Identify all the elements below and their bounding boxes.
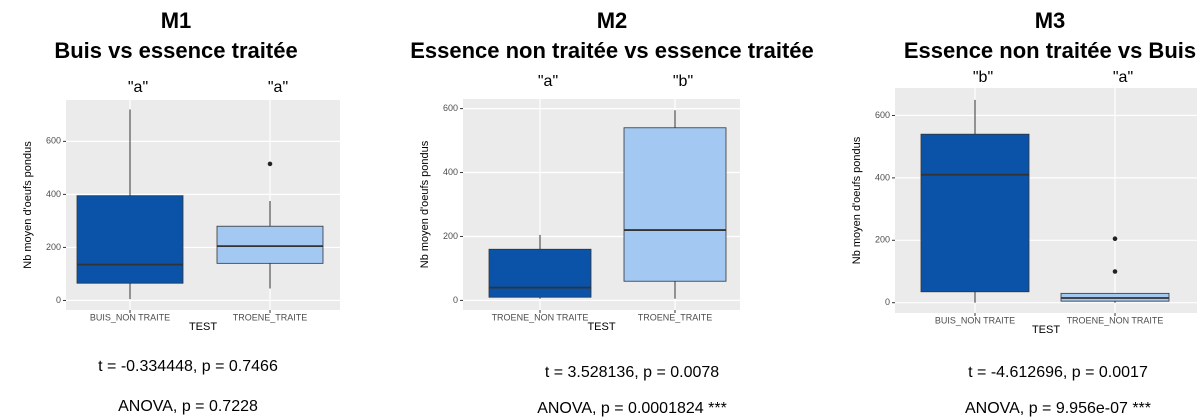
y-tick-label: 200 <box>443 231 458 241</box>
y-tick-label: 400 <box>443 167 458 177</box>
outlier <box>267 161 273 167</box>
x-axis-label: TEST <box>587 321 615 333</box>
group-letter: "a" <box>1113 69 1133 86</box>
box <box>488 248 592 298</box>
x-axis-label: TEST <box>189 321 217 333</box>
x-tick-label: TROENE_TRAITE <box>638 312 713 322</box>
group-letter: "a" <box>268 79 288 96</box>
chart-title: M3 <box>1035 8 1066 33</box>
stat-note: t = -0.334448, p = 0.7466 <box>98 358 278 375</box>
box <box>76 195 184 284</box>
x-tick-label: TROENE_NON TRAITE <box>1067 315 1164 325</box>
x-tick-label: TROENE_NON TRAITE <box>492 312 589 322</box>
group-letter: "a" <box>128 79 148 96</box>
box <box>623 127 727 282</box>
chart-title: M2 <box>597 8 628 33</box>
y-tick-label: 0 <box>885 297 890 307</box>
box <box>216 225 324 264</box>
x-axis-label: TEST <box>1032 324 1060 336</box>
stat-note: t = 3.528136, p = 0.0078 <box>545 364 719 381</box>
y-tick-label: 600 <box>46 136 61 146</box>
y-tick-label: 200 <box>46 242 61 252</box>
y-axis-label: Nb moyen d'oeufs pondus <box>851 136 863 264</box>
y-tick-label: 400 <box>46 189 61 199</box>
y-tick-label: 0 <box>56 295 61 305</box>
chart-subtitle: Essence non traitée vs essence traitée <box>410 38 814 63</box>
y-axis-label: Nb moyen d'oeufs pondus <box>419 140 431 268</box>
x-tick-label: BUIS_NON TRAITE <box>935 315 1015 325</box>
x-tick-label: BUIS_NON TRAITE <box>90 312 170 322</box>
stat-note: ANOVA, p = 9.956e-07 *** <box>965 400 1151 417</box>
chart-subtitle: Essence non traitée vs Buis <box>904 38 1196 63</box>
y-tick-label: 0 <box>453 295 458 305</box>
outlier <box>1112 236 1118 242</box>
y-tick-label: 600 <box>875 110 890 120</box>
stat-note: t = -4.612696, p = 0.0017 <box>968 364 1148 381</box>
outlier <box>1112 269 1118 274</box>
y-tick-label: 400 <box>875 172 890 182</box>
stat-note: ANOVA, p = 0.0001824 *** <box>537 400 727 417</box>
group-letter: "b" <box>973 69 993 86</box>
y-tick-label: 200 <box>875 235 890 245</box>
chart-title: M1 <box>161 8 192 33</box>
group-letter: "b" <box>673 73 693 90</box>
y-axis-label: Nb moyen d'oeufs pondus <box>22 141 34 269</box>
box <box>920 133 1030 293</box>
group-letter: "a" <box>538 73 558 90</box>
x-tick-label: TROENE_TRAITE <box>233 312 308 322</box>
chart-subtitle: Buis vs essence traitée <box>54 38 297 63</box>
stat-note: ANOVA, p = 0.7228 <box>118 398 258 415</box>
y-tick-label: 600 <box>443 103 458 113</box>
